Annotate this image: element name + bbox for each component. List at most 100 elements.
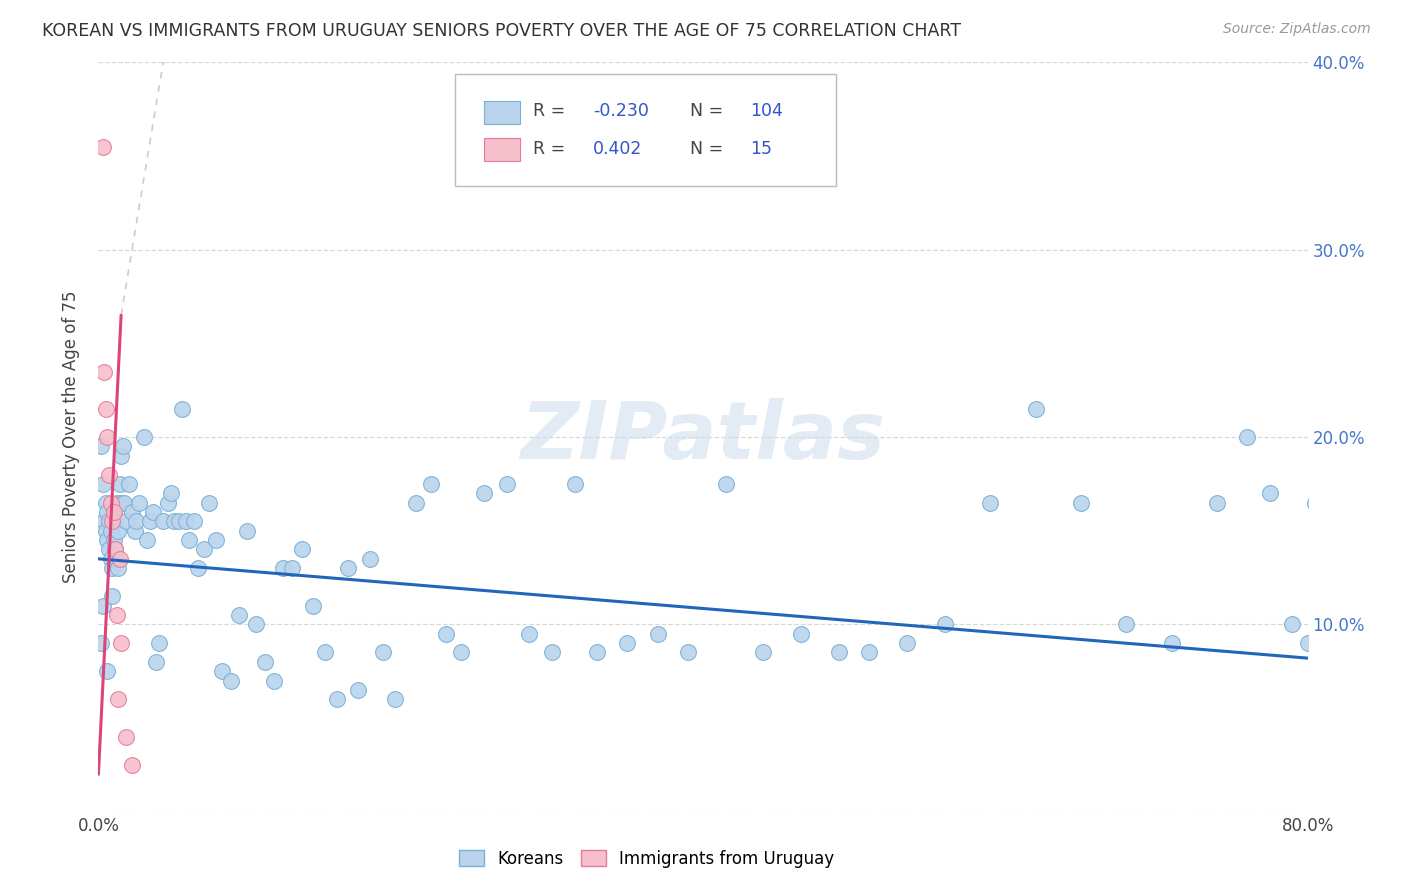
Point [326,692,349,706]
Point [107,692,129,706]
Point [291,542,314,557]
Point [540,646,562,660]
Point [647,626,669,640]
Point [125,514,148,528]
Point [752,646,775,660]
Point [96,533,118,547]
Point [105,608,128,623]
Text: 104: 104 [751,103,783,120]
Point [1070,496,1092,510]
Point [94,496,117,510]
Point [132,430,155,444]
Point [114,514,136,528]
Point [101,590,124,604]
Point [828,646,851,660]
Point [121,758,143,772]
Point [94,524,117,538]
Point [228,608,250,623]
FancyBboxPatch shape [484,101,520,123]
Point [90,636,112,650]
Point [91,139,114,153]
Point [235,524,257,538]
Point [450,646,472,660]
Point [405,496,427,510]
Point [114,730,136,744]
Point [107,524,129,538]
Point [336,561,359,575]
Point [979,496,1001,510]
Point [281,561,304,575]
Point [586,646,609,660]
Point [1258,486,1281,500]
Point [1281,617,1303,632]
Point [107,561,129,575]
Legend: Koreans, Immigrants from Uruguay: Koreans, Immigrants from Uruguay [453,844,841,875]
Point [420,476,443,491]
Point [160,486,183,500]
Text: -0.230: -0.230 [593,103,648,120]
Text: KOREAN VS IMMIGRANTS FROM URUGUAY SENIORS POVERTY OVER THE AGE OF 75 CORRELATION: KOREAN VS IMMIGRANTS FROM URUGUAY SENIOR… [42,22,962,40]
Point [93,365,115,379]
Point [98,514,121,528]
Point [434,626,457,640]
Point [197,496,219,510]
Point [263,673,285,688]
Point [94,401,117,416]
Point [472,486,495,500]
Point [896,636,918,650]
Point [170,401,193,416]
Point [314,646,336,660]
Text: 15: 15 [751,140,772,158]
Point [103,533,125,547]
Point [174,514,197,528]
Point [112,496,135,510]
Point [96,430,118,444]
Point [1303,496,1326,510]
Point [128,496,150,510]
Point [271,561,294,575]
Point [193,542,215,557]
Point [96,505,118,519]
Point [714,476,737,491]
Point [104,542,127,557]
Point [221,673,243,688]
Text: R =: R = [533,103,571,120]
Y-axis label: Seniors Poverty Over the Age of 75: Seniors Poverty Over the Age of 75 [62,291,80,583]
Point [110,449,132,463]
Point [90,440,112,453]
Point [384,692,406,706]
Point [148,636,170,650]
Point [152,514,174,528]
Point [187,561,209,575]
Point [108,476,131,491]
Point [101,514,124,528]
Point [858,646,880,660]
Point [564,476,586,491]
Point [139,514,162,528]
Point [517,626,540,640]
Point [103,505,125,519]
Point [495,476,517,491]
Point [93,514,115,528]
Point [371,646,394,660]
Point [104,514,127,528]
Point [110,636,132,650]
Point [934,617,956,632]
Point [347,683,370,698]
Point [1312,533,1334,547]
Point [1236,430,1258,444]
Point [111,440,134,453]
Text: ZIPatlas: ZIPatlas [520,398,886,476]
Point [103,505,125,519]
Point [100,551,122,566]
Point [105,496,128,510]
Point [96,664,118,679]
Point [205,533,228,547]
Point [91,476,114,491]
Point [211,664,233,679]
Point [104,542,127,557]
Point [100,496,122,510]
Point [124,524,146,538]
Point [91,599,114,613]
Point [183,514,205,528]
